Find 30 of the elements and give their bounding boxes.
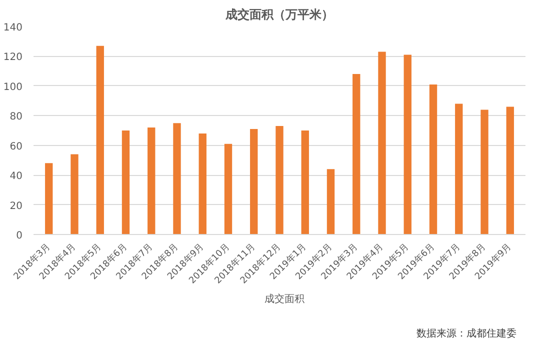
bar: [70, 154, 78, 234]
bar: [301, 130, 309, 234]
bar: [352, 74, 360, 234]
text: 成交面积: [264, 292, 304, 306]
bar: [404, 54, 412, 234]
bar: [455, 104, 463, 234]
bar: [173, 123, 181, 234]
y-tick-label: 0: [16, 230, 23, 242]
bar: [429, 84, 438, 234]
y-tick-label: 40: [10, 171, 23, 182]
bar: [326, 169, 335, 234]
bar: [122, 130, 130, 234]
y-tick-label: 20: [10, 200, 23, 212]
y-tick-label: 140: [3, 22, 23, 34]
bar: [148, 128, 156, 234]
bar: [250, 129, 258, 234]
chart-title: 成交面积（万平米）: [224, 8, 334, 22]
bar: [276, 126, 284, 234]
source-note: 数据来源：成都住建委: [416, 328, 516, 340]
bar: [96, 46, 104, 234]
y-tick-label: 60: [10, 141, 23, 152]
bar: [198, 133, 206, 234]
bar: [224, 144, 232, 234]
y-tick-label: 100: [3, 82, 23, 93]
bar: [378, 52, 386, 234]
bar: [480, 110, 488, 234]
y-tick-label: 80: [10, 112, 23, 123]
y-tick-label: 120: [3, 52, 23, 64]
bar: [45, 163, 53, 234]
bar: [506, 106, 514, 234]
